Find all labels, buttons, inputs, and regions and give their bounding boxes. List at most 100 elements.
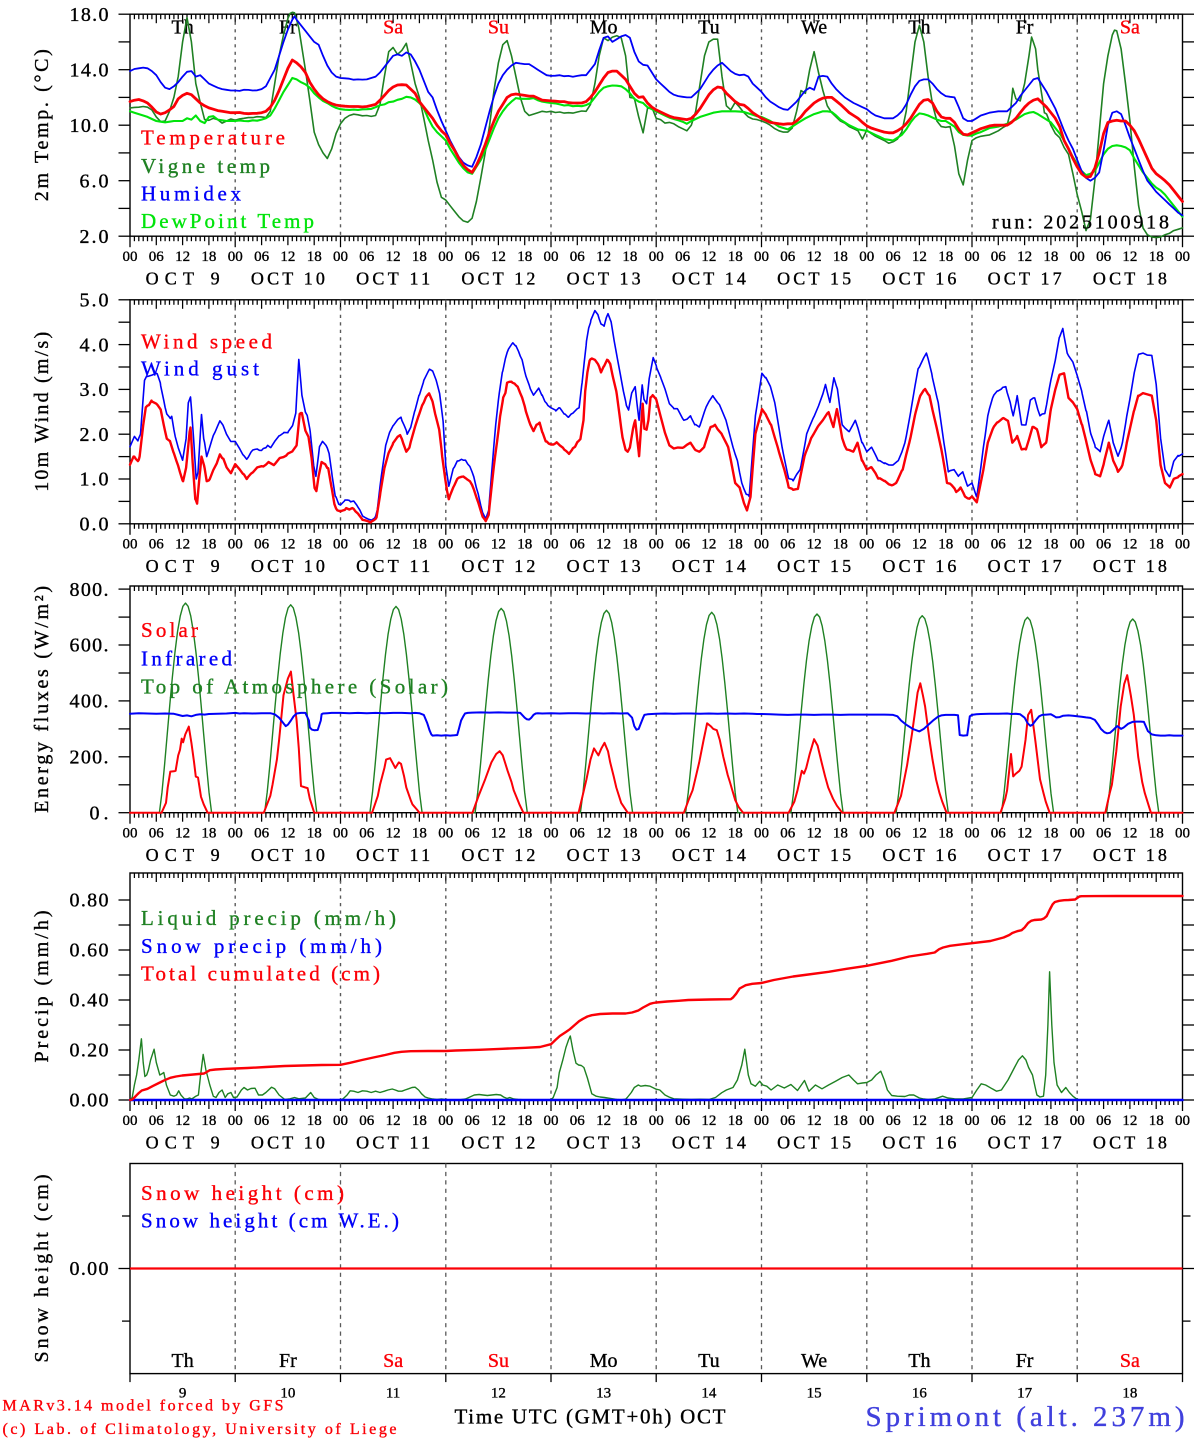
svg-text:18: 18 <box>1149 826 1164 842</box>
svg-text:00: 00 <box>754 249 769 265</box>
svg-text:00: 00 <box>1070 249 1085 265</box>
svg-text:200.: 200. <box>70 747 109 769</box>
svg-text:OCT 13: OCT 13 <box>567 845 641 865</box>
svg-text:12: 12 <box>701 537 716 553</box>
svg-text:10m Wind (m/s): 10m Wind (m/s) <box>31 332 53 492</box>
svg-text:12: 12 <box>701 249 716 265</box>
svg-text:OCT 9: OCT 9 <box>146 556 220 576</box>
svg-text:06: 06 <box>886 249 902 265</box>
svg-text:We: We <box>801 17 827 39</box>
svg-text:18: 18 <box>833 537 848 553</box>
svg-text:18: 18 <box>938 1113 953 1129</box>
svg-text:18: 18 <box>1122 1386 1137 1402</box>
svg-text:Sa: Sa <box>383 1350 403 1372</box>
svg-text:06: 06 <box>149 249 165 265</box>
svg-text:18: 18 <box>728 1113 743 1129</box>
svg-text:12: 12 <box>280 826 295 842</box>
svg-text:12: 12 <box>596 1113 611 1129</box>
svg-text:18: 18 <box>728 537 743 553</box>
svg-text:Su: Su <box>488 1350 509 1372</box>
svg-text:00: 00 <box>544 1113 559 1129</box>
svg-text:06: 06 <box>780 249 796 265</box>
svg-text:600.: 600. <box>70 635 109 657</box>
svg-text:00: 00 <box>544 537 559 553</box>
svg-text:0.80: 0.80 <box>70 890 109 912</box>
svg-text:12: 12 <box>1122 826 1137 842</box>
svg-text:00: 00 <box>1175 537 1190 553</box>
svg-text:800.: 800. <box>70 579 109 601</box>
svg-text:18: 18 <box>1043 1113 1058 1129</box>
svg-text:00: 00 <box>544 826 559 842</box>
svg-text:Snow height (cm): Snow height (cm) <box>141 1181 344 1205</box>
svg-text:Tu: Tu <box>698 17 720 39</box>
svg-text:OCT 18: OCT 18 <box>1093 269 1167 289</box>
svg-text:18: 18 <box>412 1113 427 1129</box>
svg-text:16: 16 <box>912 1386 928 1402</box>
svg-text:12: 12 <box>807 537 822 553</box>
svg-text:12: 12 <box>596 537 611 553</box>
svg-text:OCT 9: OCT 9 <box>146 269 220 289</box>
svg-text:06: 06 <box>465 537 481 553</box>
svg-text:OCT 10: OCT 10 <box>251 269 325 289</box>
svg-text:18: 18 <box>307 537 322 553</box>
svg-text:06: 06 <box>359 826 375 842</box>
svg-text:18: 18 <box>412 826 427 842</box>
svg-text:06: 06 <box>1096 537 1112 553</box>
svg-text:18: 18 <box>412 249 427 265</box>
svg-text:00: 00 <box>965 537 980 553</box>
svg-text:00: 00 <box>123 249 138 265</box>
svg-text:06: 06 <box>1096 826 1112 842</box>
svg-text:06: 06 <box>570 249 586 265</box>
svg-text:12: 12 <box>1017 537 1032 553</box>
svg-text:18: 18 <box>938 249 953 265</box>
svg-text:12: 12 <box>280 537 295 553</box>
svg-text:OCT 18: OCT 18 <box>1093 845 1167 865</box>
svg-text:06: 06 <box>675 249 691 265</box>
svg-text:OCT 17: OCT 17 <box>988 556 1062 576</box>
svg-text:06: 06 <box>465 826 481 842</box>
svg-text:18: 18 <box>938 537 953 553</box>
svg-text:12: 12 <box>386 826 401 842</box>
svg-text:0.00: 0.00 <box>70 1258 109 1280</box>
svg-text:00: 00 <box>438 826 453 842</box>
svg-text:12: 12 <box>912 249 927 265</box>
svg-text:2.0: 2.0 <box>80 424 109 446</box>
svg-text:4.0: 4.0 <box>80 334 109 356</box>
svg-text:00: 00 <box>333 1113 348 1129</box>
svg-text:Energy fluxes (W/m²): Energy fluxes (W/m²) <box>31 586 53 813</box>
svg-text:Liquid precip (mm/h): Liquid precip (mm/h) <box>141 906 396 930</box>
svg-text:00: 00 <box>544 249 559 265</box>
svg-text:06: 06 <box>1096 249 1112 265</box>
svg-text:12: 12 <box>912 826 927 842</box>
svg-text:12: 12 <box>701 826 716 842</box>
svg-text:0.: 0. <box>90 802 109 824</box>
svg-text:Tu: Tu <box>698 1350 720 1372</box>
svg-text:DewPoint Temp: DewPoint Temp <box>141 209 314 233</box>
svg-text:18: 18 <box>1149 537 1164 553</box>
svg-text:00: 00 <box>228 249 243 265</box>
svg-text:18: 18 <box>1149 1113 1164 1129</box>
svg-text:Sa: Sa <box>1120 17 1140 39</box>
svg-text:0.0: 0.0 <box>80 514 109 536</box>
svg-text:06: 06 <box>886 1113 902 1129</box>
svg-text:06: 06 <box>570 1113 586 1129</box>
svg-text:00: 00 <box>228 826 243 842</box>
svg-text:00: 00 <box>754 1113 769 1129</box>
svg-text:00: 00 <box>1070 537 1085 553</box>
svg-text:Snow height (cm): Snow height (cm) <box>31 1175 53 1363</box>
svg-text:13: 13 <box>596 1386 611 1402</box>
svg-text:12: 12 <box>491 249 506 265</box>
svg-text:1.0: 1.0 <box>80 469 109 491</box>
svg-text:18: 18 <box>517 537 532 553</box>
svg-text:12: 12 <box>1017 826 1032 842</box>
svg-text:12: 12 <box>1122 537 1137 553</box>
svg-text:9: 9 <box>179 1386 187 1402</box>
svg-text:14.0: 14.0 <box>70 59 109 81</box>
svg-text:OCT 14: OCT 14 <box>672 556 746 576</box>
svg-text:00: 00 <box>965 1113 980 1129</box>
svg-text:OCT 11: OCT 11 <box>356 845 430 865</box>
svg-text:06: 06 <box>675 1113 691 1129</box>
svg-text:06: 06 <box>149 1113 165 1129</box>
svg-text:OCT 14: OCT 14 <box>672 845 746 865</box>
svg-text:00: 00 <box>1175 249 1190 265</box>
